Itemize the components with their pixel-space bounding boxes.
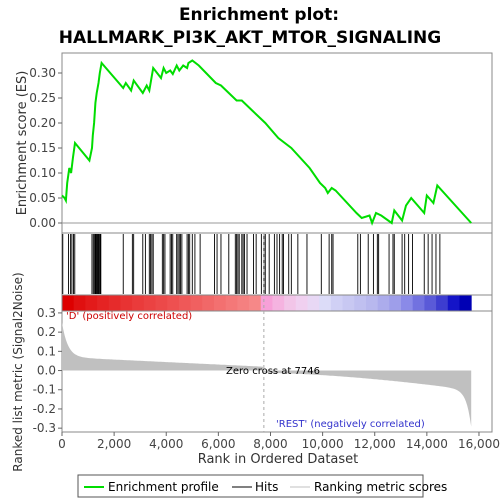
- es-y-tick-label: 0.20: [29, 116, 56, 130]
- x-tick-label: 6,000: [201, 437, 235, 451]
- heat-bin: [62, 295, 75, 311]
- legend-frame: [77, 474, 424, 498]
- metric-y-tick-label: 0.0: [37, 364, 56, 378]
- metric-y-tick-label: -0.2: [33, 402, 56, 416]
- es-y-tick-label: 0.25: [29, 91, 56, 105]
- es-y-tick-label: 0.30: [29, 66, 56, 80]
- heat-bin: [178, 295, 192, 311]
- es-panel-frame: [61, 52, 493, 234]
- es-y-tick-label: 0.10: [29, 166, 56, 180]
- metric-y-axis: -0.3 -0.2 -0.1 0.0 0.1 0.2 0.3: [33, 306, 62, 435]
- heat-bin: [249, 295, 262, 311]
- heat-bin: [237, 295, 250, 311]
- metric-y-tick-label: -0.3: [33, 421, 56, 435]
- heat-bin: [401, 295, 414, 311]
- heat-bin: [272, 295, 285, 311]
- heat-bin: [260, 295, 273, 311]
- heat-bin: [365, 295, 379, 311]
- heat-bin: [167, 295, 180, 311]
- es-panel: 0.00 0.05 0.10 0.15 0.20 0.25 0.30: [29, 52, 493, 234]
- es-y-axis: 0.00 0.05 0.10 0.15 0.20 0.25 0.30: [29, 66, 62, 230]
- es-y-tick-label: 0.15: [29, 141, 56, 155]
- x-axis: 0 2,000 4,000 6,000 8,000 10,000 12,000 14,000 1…: [58, 432, 500, 451]
- x-tick-label: 16,000: [458, 437, 500, 451]
- x-tick-label: 2,000: [97, 437, 131, 451]
- ranking-metric-area: [62, 322, 472, 427]
- es-y-tick-label: 0.05: [29, 191, 56, 205]
- heat-bin: [85, 295, 98, 311]
- heat-bin: [447, 295, 460, 311]
- heat-bin: [342, 295, 355, 311]
- heat-bin: [330, 295, 344, 311]
- positive-correlation-label: 'D' (positively correlated): [66, 311, 192, 322]
- heat-bin: [424, 295, 437, 311]
- heat-bin: [307, 295, 320, 311]
- es-y-axis-label: Enrichment score (ES): [15, 71, 30, 216]
- heat-bin: [412, 295, 425, 311]
- heat-bin: [213, 295, 227, 311]
- metric-panel: -0.3 -0.2 -0.1 0.0 0.1 0.2 0.3 'D' (positively…: [33, 233, 493, 435]
- heat-bin: [225, 295, 238, 311]
- hit-marks: [62, 234, 441, 294]
- heat-bin: [97, 295, 110, 311]
- heat-bin: [120, 295, 133, 311]
- heat-bin: [377, 295, 390, 311]
- x-tick-label: 14,000: [406, 437, 448, 451]
- heat-bin: [190, 295, 203, 311]
- heat-bin: [389, 295, 402, 311]
- heat-bin: [436, 295, 449, 311]
- legend: Enrichment profile Hits Ranking metric s…: [77, 474, 447, 498]
- x-tick-label: 8,000: [253, 437, 287, 451]
- hits-panel: [61, 232, 493, 296]
- heat-bin: [354, 295, 367, 311]
- metric-y-tick-label: 0.3: [37, 306, 56, 320]
- metric-y-tick-label: -0.1: [33, 383, 56, 397]
- negative-correlation-label: 'REST' (negatively correlated): [276, 419, 425, 430]
- heat-bin: [202, 295, 215, 311]
- metric-y-axis-label: Ranked list metric (Signal2Noise): [11, 272, 25, 471]
- heat-panel: [61, 294, 493, 312]
- heat-bin: [319, 295, 332, 311]
- heat-bin: [284, 295, 297, 311]
- x-tick-label: 4,000: [149, 437, 183, 451]
- heat-bin: [108, 295, 121, 311]
- metric-y-tick-label: 0.1: [37, 344, 56, 358]
- x-axis-label: Rank in Ordered Dataset: [198, 452, 359, 467]
- x-tick-label: 0: [58, 437, 66, 451]
- es-y-tick-label: 0.00: [29, 216, 56, 230]
- heat-bin: [155, 295, 168, 311]
- chart-title-line1: Enrichment plot:: [179, 5, 339, 25]
- zero-cross-label: Zero cross at 7746: [226, 366, 320, 377]
- heat-bin: [73, 295, 86, 311]
- chart-title-line2: HALLMARK_PI3K_AKT_MTOR_SIGNALING: [59, 28, 441, 48]
- legend-hits-label: Hits: [255, 480, 278, 494]
- x-tick-label: 12,000: [354, 437, 396, 451]
- legend-enrichment-label: Enrichment profile: [108, 480, 219, 494]
- heat-bin: [143, 295, 157, 311]
- heat-bin: [132, 295, 145, 311]
- legend-metric-label: Ranking metric scores: [314, 480, 447, 494]
- ranking-heat-bar: [62, 295, 472, 311]
- metric-y-tick-label: 0.2: [37, 325, 56, 339]
- x-tick-label: 10,000: [302, 437, 344, 451]
- enrichment-profile-line: [61, 59, 472, 226]
- heat-bin: [459, 295, 472, 311]
- heat-bin: [295, 295, 308, 311]
